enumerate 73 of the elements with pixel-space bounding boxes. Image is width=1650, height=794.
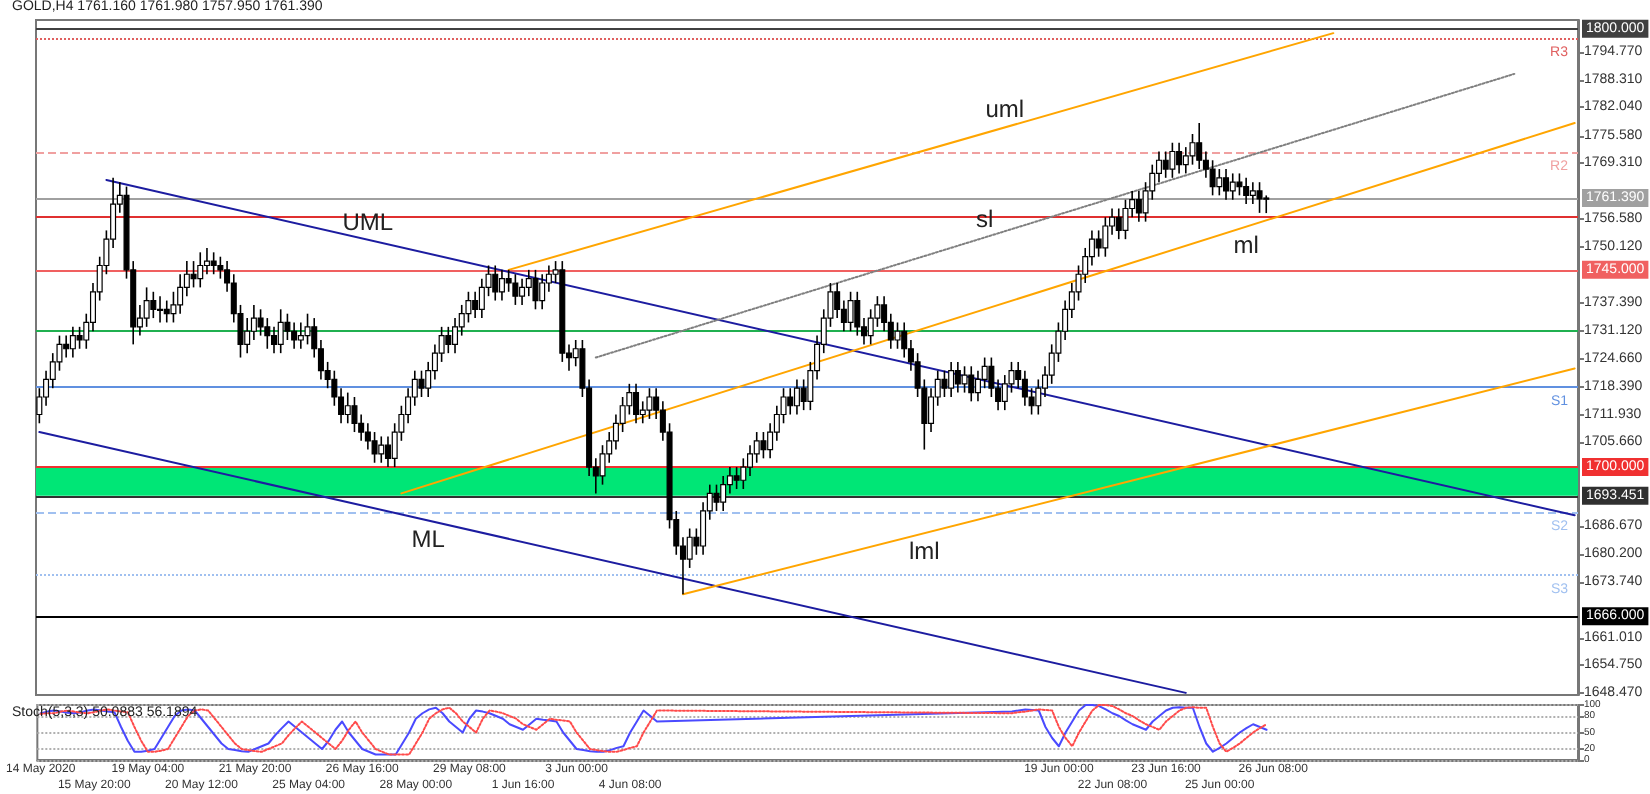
- candlestick: [1189, 133, 1196, 166]
- candlestick: [351, 396, 358, 433]
- candlestick: [968, 365, 975, 403]
- candlestick: [1249, 181, 1256, 205]
- candlestick: [720, 475, 727, 512]
- candlestick: [1115, 207, 1122, 240]
- candlestick: [894, 321, 901, 350]
- candlestick: [197, 251, 204, 289]
- series-label: lml: [909, 537, 940, 566]
- candlestick: [854, 290, 861, 337]
- candlestick: [472, 290, 479, 319]
- candlestick: [519, 277, 526, 306]
- candlestick: [445, 326, 452, 354]
- candlestick: [1223, 168, 1230, 201]
- candlestick: [498, 269, 505, 302]
- candlestick: [344, 391, 351, 425]
- candlestick: [713, 483, 720, 512]
- candlestick: [847, 290, 854, 333]
- candlestick: [954, 361, 961, 394]
- candlestick: [277, 308, 284, 354]
- candlestick: [1263, 194, 1270, 214]
- candlestick: [418, 369, 425, 398]
- candlestick: [1209, 159, 1216, 197]
- candlestick: [1243, 177, 1250, 205]
- candlestick: [1169, 141, 1176, 179]
- candlestick: [525, 269, 532, 297]
- candlestick: [371, 431, 378, 464]
- candlestick: [1122, 198, 1129, 240]
- candlestick: [304, 312, 311, 346]
- candlestick: [532, 269, 539, 311]
- candlestick: [190, 260, 197, 289]
- series-label: ml: [1233, 230, 1259, 259]
- candlestick: [157, 295, 164, 324]
- candlestick: [948, 361, 955, 398]
- series-label: uml: [985, 95, 1025, 124]
- candlestick: [941, 369, 948, 398]
- candlestick: [210, 251, 217, 276]
- candlestick: [69, 326, 76, 359]
- candlestick: [378, 435, 385, 464]
- candlestick: [800, 378, 807, 411]
- candlestick: [1196, 122, 1203, 170]
- series-label: ML: [411, 524, 446, 553]
- candlestick: [633, 383, 640, 425]
- candlestick: [1256, 181, 1263, 214]
- candlestick: [264, 317, 271, 350]
- candlestick: [492, 264, 499, 302]
- candlestick: [512, 273, 519, 306]
- candlestick: [297, 321, 304, 350]
- candlestick: [1216, 168, 1223, 197]
- candlestick: [760, 431, 767, 460]
- candlestick: [1095, 229, 1102, 258]
- candlestick: [1176, 141, 1183, 175]
- candlestick: [787, 387, 794, 416]
- candlestick: [63, 334, 70, 359]
- candlestick: [646, 387, 653, 420]
- candlestick: [1135, 190, 1142, 223]
- candlestick: [384, 435, 391, 468]
- candlestick: [163, 299, 170, 324]
- candlestick: [143, 286, 150, 328]
- candlestick: [284, 312, 291, 341]
- candlestick: [1236, 172, 1243, 197]
- candlestick: [1229, 172, 1236, 201]
- candlestick: [150, 290, 157, 319]
- candlestick: [1021, 369, 1028, 407]
- candlestick: [793, 378, 800, 416]
- candlestick: [733, 466, 740, 490]
- candlestick: [539, 273, 546, 311]
- candlestick: [270, 326, 278, 354]
- candlestick: [1102, 216, 1109, 258]
- candlestick: [76, 326, 83, 350]
- candlestick: [961, 365, 968, 394]
- candlestick: [1162, 150, 1169, 179]
- candlestick: [291, 321, 298, 350]
